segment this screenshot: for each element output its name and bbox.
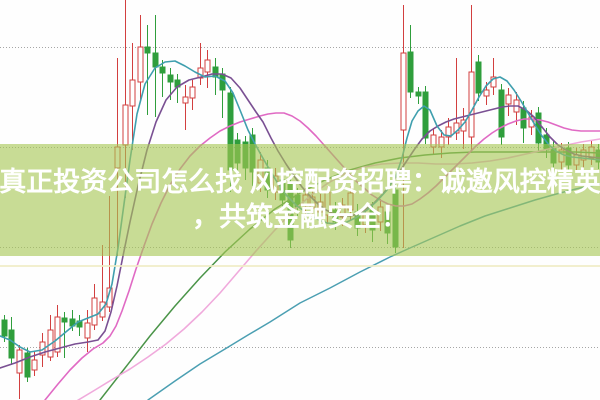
- banner-separator-line: [0, 265, 600, 267]
- up-candle-body: [54, 316, 61, 353]
- up-candle-body: [204, 59, 211, 73]
- up-candle-body: [182, 96, 189, 104]
- up-candle-body: [483, 89, 490, 97]
- up-candle-body: [31, 359, 38, 371]
- down-candle-body: [159, 66, 166, 74]
- down-candle-body: [167, 74, 174, 83]
- up-candle-body: [445, 126, 452, 138]
- down-candle-body: [520, 107, 527, 129]
- down-candle-body: [475, 61, 482, 94]
- headline-line-1: 真正投资公司怎么找 风控配资招聘：诚邀风控精英: [0, 167, 600, 197]
- headline-line-2: ，共筑金融安全！: [192, 202, 408, 232]
- up-candle-body: [505, 94, 512, 105]
- down-candle-body: [24, 352, 31, 378]
- down-candle-body: [1, 319, 8, 337]
- up-candle-body: [129, 79, 136, 107]
- down-candle-body: [219, 73, 226, 91]
- headline-banner-overlay: 真正投资公司怎么找 风控配资招聘：诚邀风控精英 ，共筑金融安全！: [0, 144, 600, 256]
- down-candle-body: [407, 51, 414, 93]
- up-candle-body: [84, 322, 91, 339]
- down-candle-body: [422, 91, 429, 139]
- up-candle-body: [400, 52, 407, 131]
- down-candle-body: [415, 91, 422, 97]
- up-candle-body: [106, 287, 113, 308]
- down-candle-body: [144, 46, 151, 54]
- down-candle-body: [8, 329, 15, 359]
- down-candle-body: [498, 89, 505, 138]
- up-candle-body: [122, 104, 129, 146]
- up-candle-body: [468, 71, 475, 138]
- down-candle-body: [61, 317, 68, 323]
- up-candle-body: [137, 46, 144, 83]
- up-candle-body: [91, 297, 98, 326]
- down-candle-body: [152, 52, 159, 68]
- up-candle-body: [189, 86, 196, 99]
